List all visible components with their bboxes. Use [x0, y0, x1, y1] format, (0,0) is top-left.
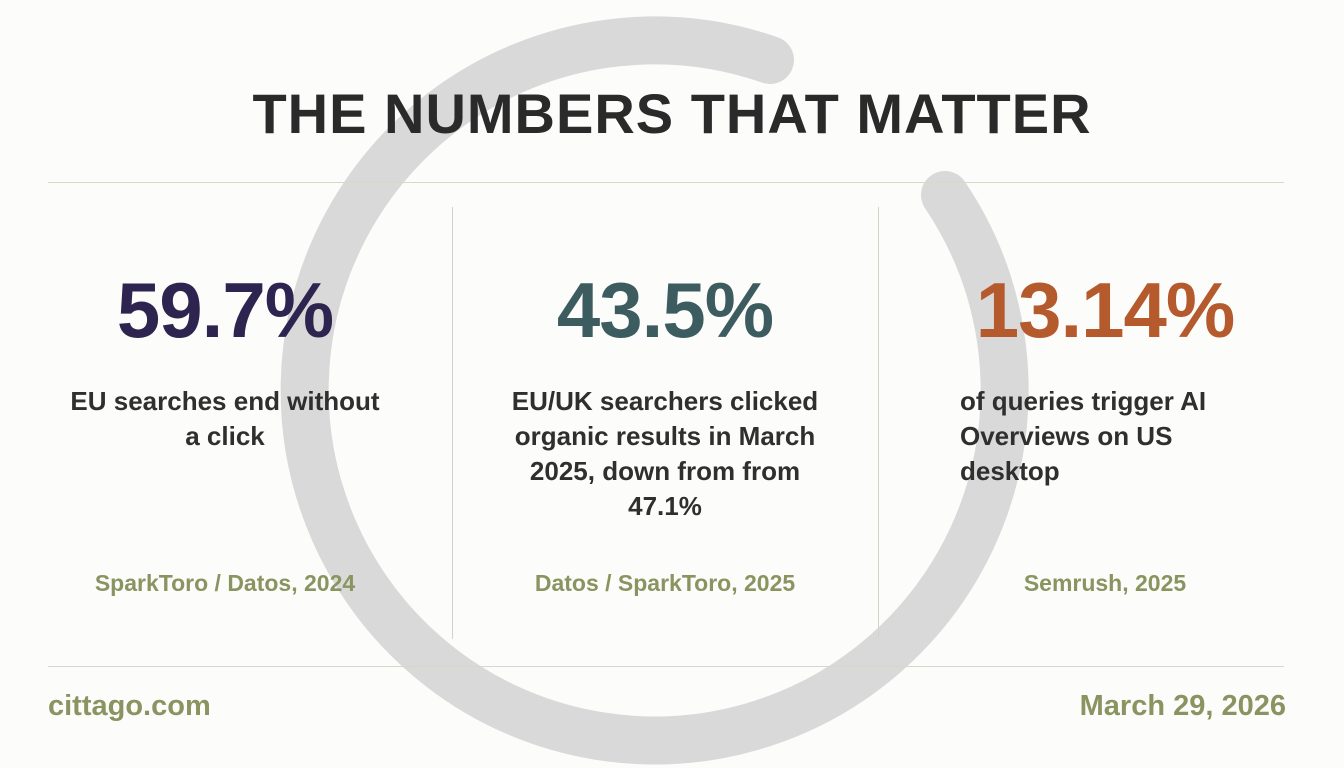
stat-column-1: 59.7% EU searches end without a click Sp… [60, 270, 390, 610]
footer-date: March 29, 2026 [1079, 690, 1286, 722]
stat-description: EU searches end without a click [70, 386, 380, 451]
stat-source: Semrush, 2025 [1023, 570, 1187, 596]
stat-value: 13.14% [975, 266, 1236, 354]
stat-source: SparkToro / Datos, 2024 [94, 570, 356, 596]
stat-value: 59.7% [116, 266, 334, 354]
top-divider [48, 182, 1284, 183]
stat-value: 43.5% [556, 266, 774, 354]
bottom-divider [48, 666, 1284, 667]
footer-site: cittago.com [48, 690, 211, 722]
page-title: THE NUMBERS THAT MATTER [252, 82, 1092, 145]
stat-column-3: 13.14% of queries trigger AI Overviews o… [940, 270, 1270, 610]
column-divider-1 [452, 207, 453, 639]
column-divider-2 [878, 207, 879, 639]
stat-column-2: 43.5% EU/UK searchers clicked organic re… [490, 270, 840, 610]
stat-description: of queries trigger AI Overviews on US de… [960, 386, 1207, 486]
stat-source: Datos / SparkToro, 2025 [534, 570, 796, 596]
stat-description: EU/UK searchers clicked organic results … [511, 386, 819, 521]
